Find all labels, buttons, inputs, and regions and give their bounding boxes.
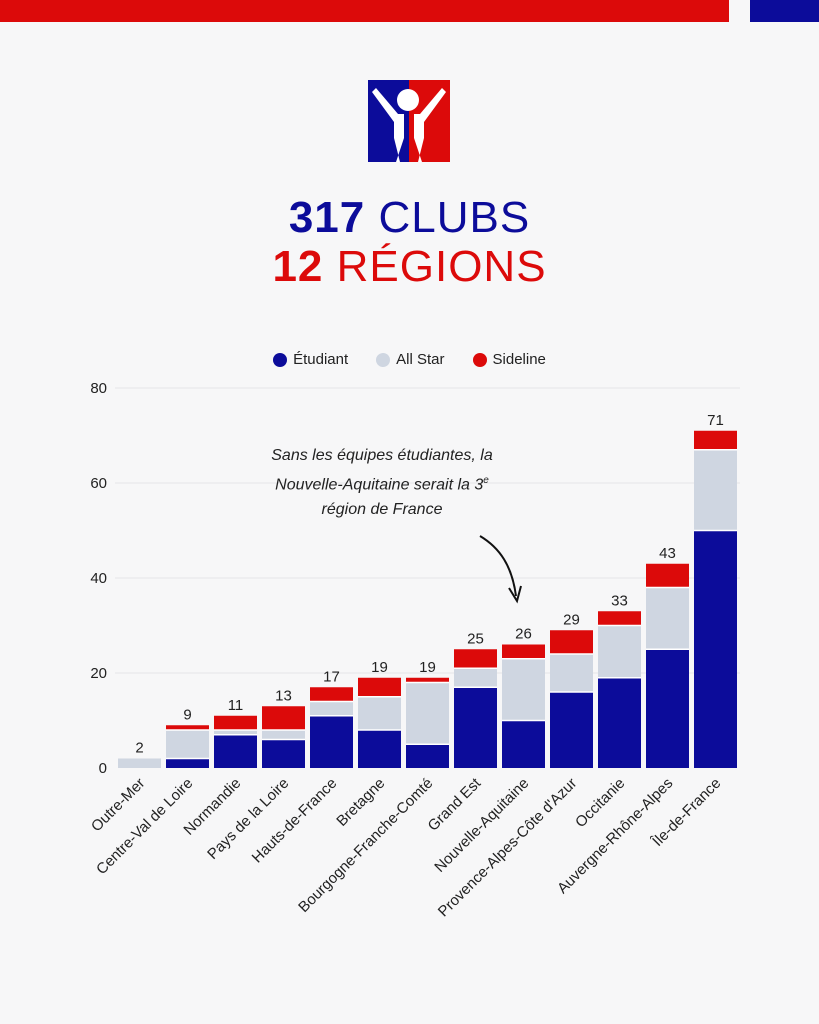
total-label: 29 xyxy=(563,611,580,628)
legend-label-sideline: Sideline xyxy=(492,351,546,368)
bar-bourgogne-franche-comte-all-star xyxy=(406,682,449,745)
total-label: 17 xyxy=(323,668,340,685)
bar-provence-alpes-cote-d-azur-etudiant xyxy=(550,692,593,768)
clubs-word: CLUBS xyxy=(378,193,531,242)
bar-bretagne-etudiant xyxy=(358,730,401,768)
cheer-logo-icon xyxy=(368,80,450,162)
bar-grand-est-all-star xyxy=(454,668,497,688)
y-tick-label: 20 xyxy=(90,665,107,682)
total-label: 11 xyxy=(228,697,244,714)
bar-outre-mer-all-star xyxy=(118,758,161,768)
category-label: Pays de la Loire xyxy=(204,775,292,863)
bar-nouvelle-aquitaine-etudiant xyxy=(502,720,545,768)
bar-ile-de-france-sideline xyxy=(694,430,737,450)
total-label: 19 xyxy=(371,659,388,676)
legend-dot-etudiant xyxy=(273,352,288,367)
bar-bretagne-all-star xyxy=(358,696,401,730)
bar-provence-alpes-cote-d-azur-all-star xyxy=(550,654,593,692)
bar-centre-val-de-loire-sideline xyxy=(166,725,209,730)
y-tick-label: 60 xyxy=(90,475,107,492)
regions-word: RÉGIONS xyxy=(336,242,547,291)
bar-normandie-sideline xyxy=(214,715,257,730)
total-label: 26 xyxy=(515,626,532,643)
annotation-note: Sans les équipes étudiantes, la Nouvelle… xyxy=(262,443,502,522)
legend-item-all-star: All Star xyxy=(376,351,445,368)
y-tick-label: 40 xyxy=(90,570,107,587)
total-label: 43 xyxy=(659,545,676,562)
total-label: 13 xyxy=(275,687,292,704)
bar-ile-de-france-all-star xyxy=(694,449,737,531)
bar-bourgogne-franche-comte-sideline xyxy=(406,677,449,683)
headline-clubs: 317 CLUBS xyxy=(0,194,819,242)
bar-occitanie-sideline xyxy=(598,611,641,626)
total-label: 9 xyxy=(183,706,191,723)
legend-item-sideline: Sideline xyxy=(472,351,546,368)
total-label: 33 xyxy=(611,592,628,609)
bar-auvergne-rhone-alpes-sideline xyxy=(646,563,689,588)
bar-occitanie-etudiant xyxy=(598,677,641,768)
bar-auvergne-rhone-alpes-etudiant xyxy=(646,649,689,768)
bar-nouvelle-aquitaine-all-star xyxy=(502,658,545,721)
bar-grand-est-etudiant xyxy=(454,687,497,768)
y-tick-label: 0 xyxy=(99,760,107,777)
bar-hauts-de-france-sideline xyxy=(310,687,353,702)
bar-pays-de-la-loire-etudiant xyxy=(262,739,305,768)
legend-item-etudiant: Étudiant xyxy=(273,351,348,368)
bar-normandie-etudiant xyxy=(214,734,257,768)
bar-auvergne-rhone-alpes-all-star xyxy=(646,587,689,650)
bar-centre-val-de-loire-all-star xyxy=(166,730,209,759)
legend-dot-all-star xyxy=(376,352,391,367)
bar-pays-de-la-loire-all-star xyxy=(262,730,305,740)
total-label: 25 xyxy=(467,630,484,647)
bar-provence-alpes-cote-d-azur-sideline xyxy=(550,630,593,654)
bar-occitanie-all-star xyxy=(598,625,641,678)
total-label: 2 xyxy=(135,740,143,757)
chart-legend: Étudiant All Star Sideline xyxy=(0,351,819,368)
annotation-text: Sans les équipes étudiantes, la Nouvelle… xyxy=(271,447,493,494)
top-blue-stripe xyxy=(750,0,819,22)
annotation-superscript: e xyxy=(483,475,489,486)
bar-bourgogne-franche-comte-etudiant xyxy=(406,744,449,768)
annotation-arrow xyxy=(479,535,517,597)
bar-bretagne-sideline xyxy=(358,677,401,697)
category-label: Hauts-de-France xyxy=(249,775,341,867)
bar-centre-val-de-loire-etudiant xyxy=(166,758,209,768)
annotation-text-end: région de France xyxy=(321,501,443,519)
clubs-count: 317 xyxy=(288,193,366,242)
regions-count: 12 xyxy=(272,242,324,291)
bar-normandie-all-star xyxy=(214,730,257,735)
legend-label-etudiant: Étudiant xyxy=(293,351,349,368)
legend-dot-sideline xyxy=(472,352,487,367)
bar-grand-est-sideline xyxy=(454,649,497,669)
annotation-arrowhead xyxy=(508,585,522,604)
bar-hauts-de-france-all-star xyxy=(310,701,353,716)
bar-nouvelle-aquitaine-sideline xyxy=(502,644,545,659)
total-label: 19 xyxy=(419,659,436,676)
headline-regions: 12 RÉGIONS xyxy=(0,243,819,291)
legend-label-all-star: All Star xyxy=(396,351,445,368)
bar-ile-de-france-etudiant xyxy=(694,530,737,768)
bar-pays-de-la-loire-sideline xyxy=(262,706,305,730)
bar-hauts-de-france-etudiant xyxy=(310,715,353,768)
y-tick-label: 80 xyxy=(90,380,107,397)
total-label: 71 xyxy=(707,412,724,429)
top-red-stripe xyxy=(0,0,729,22)
